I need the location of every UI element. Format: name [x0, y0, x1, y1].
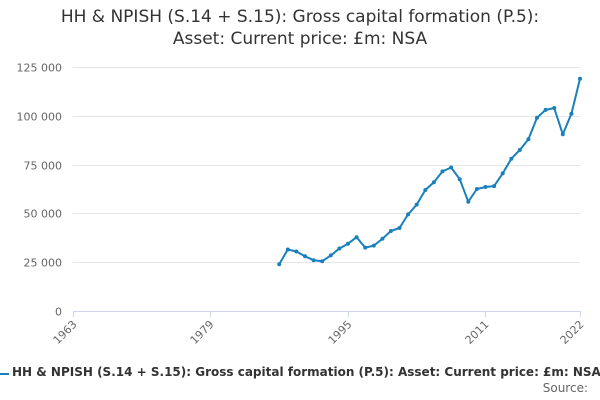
data-point — [380, 236, 385, 241]
x-tick-label: 2011 — [463, 318, 492, 347]
data-point — [320, 259, 325, 264]
data-point — [431, 180, 436, 185]
data-point — [552, 106, 557, 110]
series-line — [278, 77, 581, 266]
data-point — [294, 249, 299, 254]
data-point — [285, 247, 290, 252]
y-tick-label: 50 000 — [24, 208, 63, 221]
x-axis — [73, 311, 581, 317]
data-point — [517, 148, 522, 152]
data-point — [346, 241, 350, 246]
data-point — [440, 169, 445, 174]
y-tick-label: 0 — [55, 306, 62, 319]
x-tick-label: 1995 — [326, 318, 355, 347]
data-point — [526, 137, 531, 142]
data-point — [328, 253, 333, 258]
grid-lines — [73, 67, 580, 312]
data-point — [371, 243, 376, 248]
data-point — [474, 187, 479, 191]
data-point — [569, 111, 574, 116]
data-point — [354, 235, 359, 240]
x-tick-label: 2022 — [558, 318, 587, 347]
data-point — [388, 229, 393, 233]
legend-label: HH & NPISH (S.14 + S.15): Gross capital … — [12, 365, 600, 379]
y-tick-label: 125 000 — [17, 62, 63, 75]
x-tick-label: 1963 — [51, 318, 80, 347]
data-point — [363, 245, 368, 250]
data-point — [483, 185, 488, 189]
x-tick-label: 1979 — [188, 318, 217, 347]
data-point — [397, 226, 402, 230]
data-point — [578, 76, 582, 81]
data-point — [449, 165, 454, 170]
y-tick-label: 75 000 — [24, 160, 63, 173]
data-point — [543, 107, 548, 112]
chart-title-line-1: HH & NPISH (S.14 + S.15): Gross capital … — [60, 7, 540, 27]
legend-swatch — [0, 373, 9, 375]
data-point — [457, 177, 462, 182]
data-point — [337, 246, 342, 251]
data-point — [560, 132, 565, 137]
data-point — [311, 258, 316, 263]
chart-title: HH & NPISH (S.14 + S.15): Gross capital … — [0, 6, 600, 50]
chart-title-line-2: Asset: Current price: £m: NSA — [172, 29, 428, 49]
data-point — [423, 188, 428, 192]
source-label: Source: — [542, 381, 588, 395]
data-point — [500, 171, 505, 176]
legend[interactable]: HH & NPISH (S.14 + S.15): Gross capital … — [0, 364, 600, 382]
data-point — [509, 156, 514, 161]
data-point — [277, 262, 282, 267]
series-group — [277, 76, 582, 267]
x-axis-labels: 1963 1979 1995 2011 2022 — [51, 318, 587, 347]
data-point — [466, 199, 471, 204]
data-point — [535, 115, 539, 120]
y-tick-label: 100 000 — [17, 111, 63, 124]
data-point — [406, 212, 411, 217]
y-axis-labels: 0 25 000 50 000 75 000 100 000 125 000 — [17, 62, 63, 319]
data-point — [492, 184, 497, 189]
data-point — [303, 254, 307, 259]
y-tick-label: 25 000 — [24, 257, 63, 270]
data-point — [414, 202, 419, 207]
